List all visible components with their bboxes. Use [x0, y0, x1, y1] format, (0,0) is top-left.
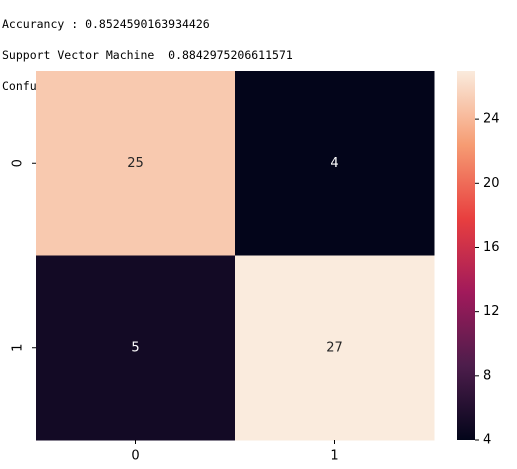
- cell-label: 5: [131, 340, 139, 355]
- x-tick-label: 1: [330, 449, 338, 464]
- x-tick-label: 0: [131, 449, 139, 464]
- heatmap-cell: [235, 255, 435, 441]
- colorbar-tick-label: 4: [483, 433, 491, 448]
- heatmap-cell: [235, 71, 435, 256]
- colorbar-tick-label: 12: [483, 304, 500, 319]
- console-line: Support Vector Machine 0.884297520661157…: [2, 47, 293, 62]
- cell-label: 27: [326, 340, 343, 355]
- colorbar-tick-label: 16: [483, 240, 500, 255]
- cell-label: 4: [330, 156, 338, 171]
- y-tick-label: 1: [11, 344, 26, 352]
- cell-label: 25: [127, 156, 144, 171]
- colorbar-tick-label: 8: [483, 368, 491, 383]
- heatmap-cell: [36, 71, 236, 256]
- colorbar: [457, 71, 475, 440]
- colorbar-tick-label: 24: [483, 112, 500, 127]
- colorbar-tick-label: 20: [483, 176, 500, 191]
- heatmap-cell: [36, 255, 236, 441]
- y-tick-label: 0: [11, 159, 26, 167]
- console-line: Accurancy : 0.8524590163934426: [2, 16, 210, 31]
